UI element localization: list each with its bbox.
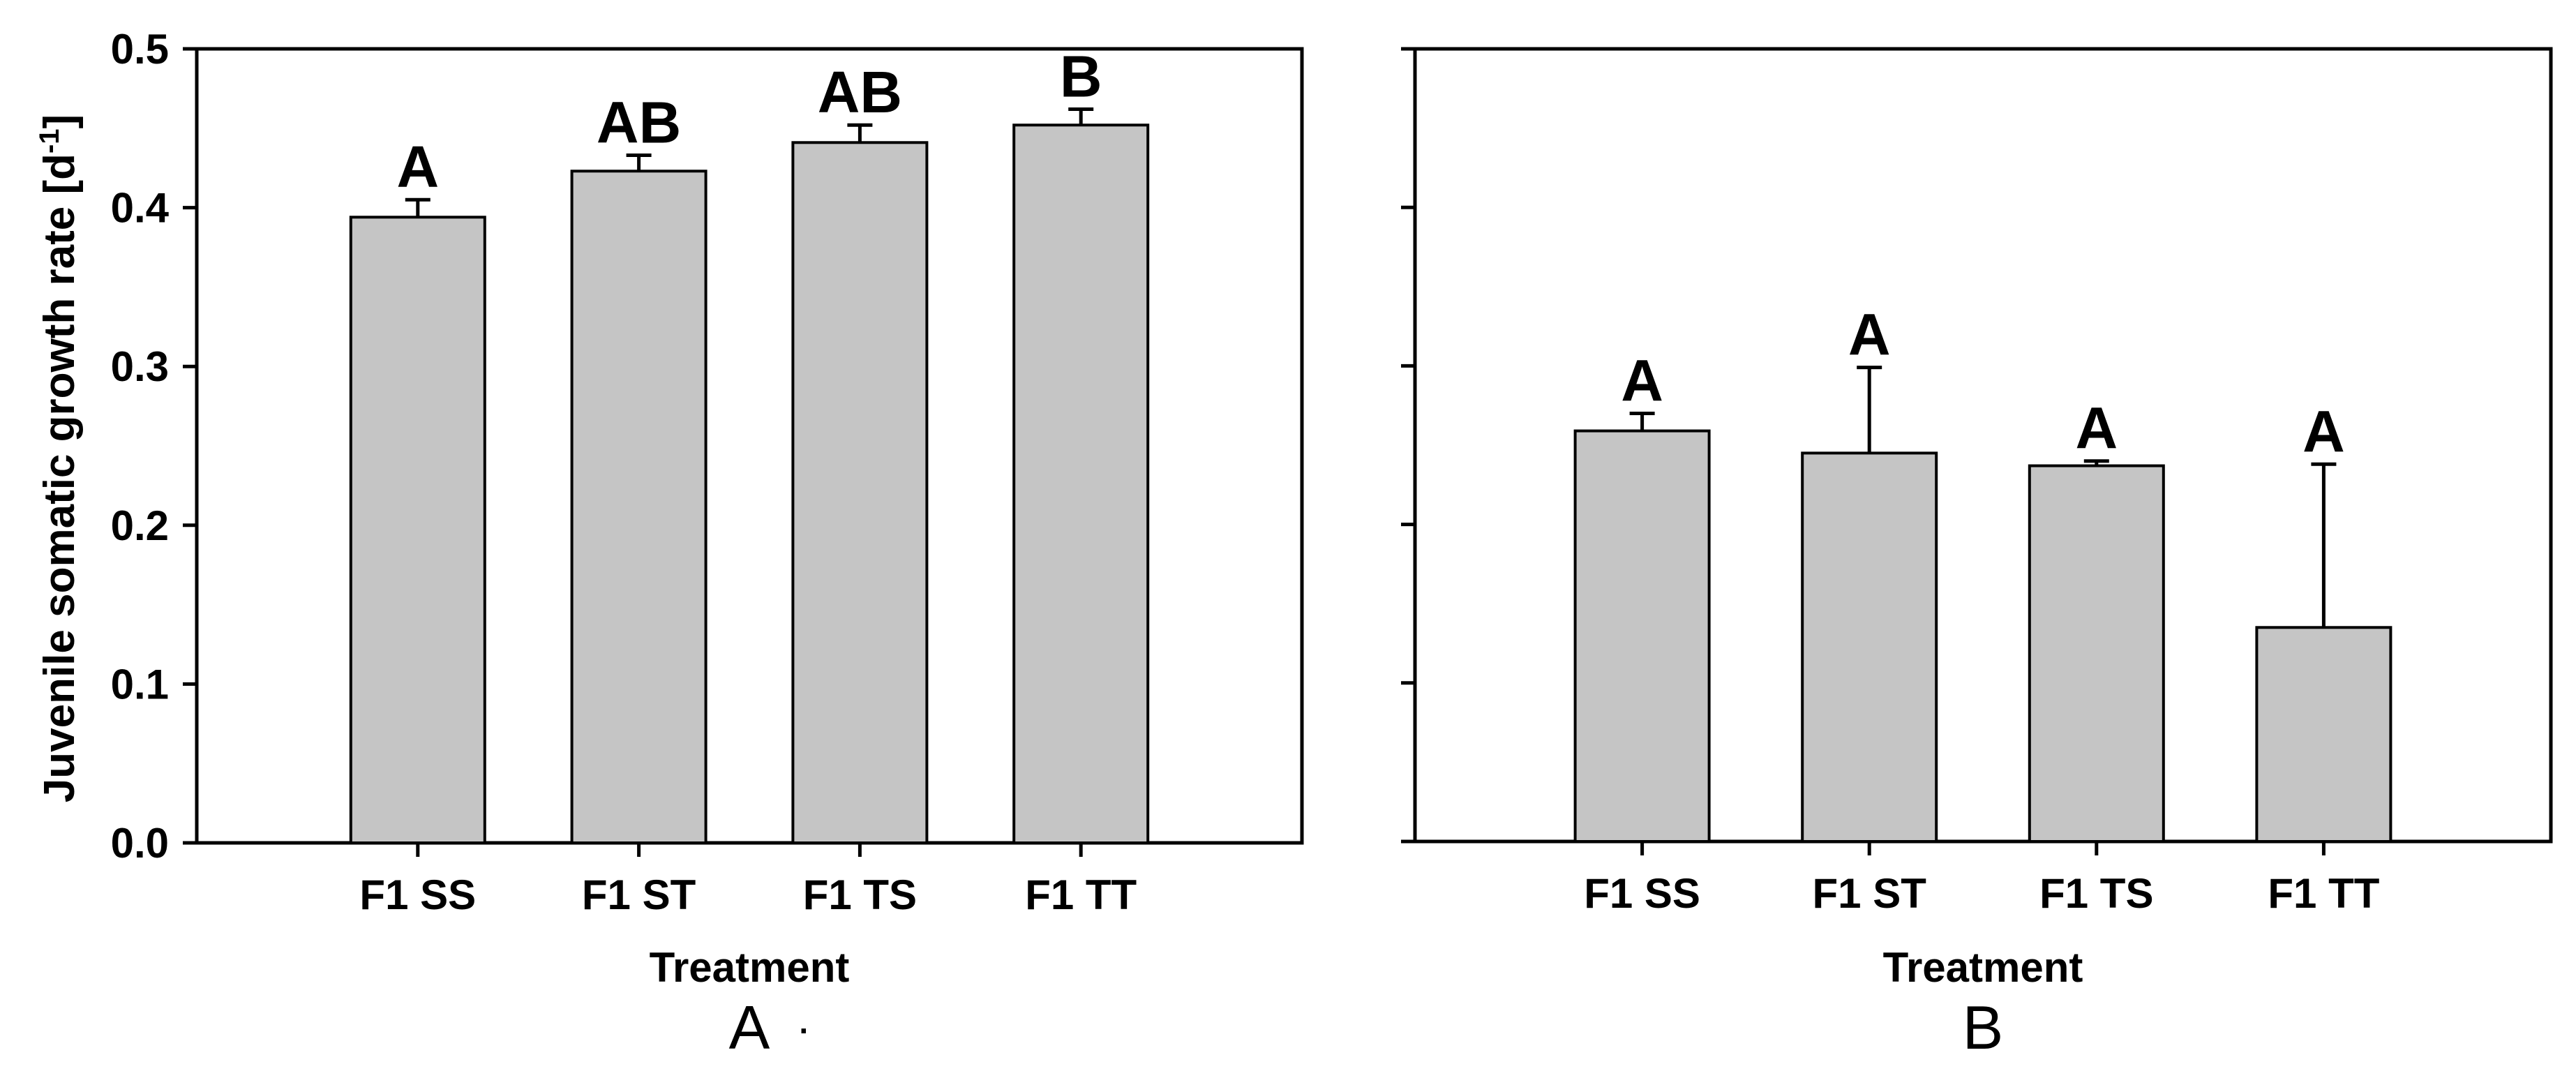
panel-b-chart: A F1 SS A F1 ST A F1 TS A F1 TT (1401, 47, 2553, 917)
panel-a-chart: 0.0 0.1 0.2 0.3 0.4 0.5 A F1 SS AB F1 ST AB F1 TS B F… (111, 26, 1304, 918)
x-tick-label: F1 TS (803, 871, 917, 918)
x-tick-label: F1 ST (1813, 870, 1926, 917)
significance-letter: B (1060, 43, 1102, 109)
panel-b-label: B (1962, 993, 2004, 1062)
bar (570, 170, 707, 844)
y-tick-label: 0.1 (111, 661, 169, 708)
panel-b-x-axis-title: Treatment (1882, 944, 2083, 991)
significance-letter: A (2075, 396, 2118, 461)
panel-a-label: A · (197, 992, 1302, 1063)
significance-letter: A (396, 134, 439, 200)
y-tick-label: 0.4 (111, 185, 170, 232)
x-tick-label: F1 SS (1584, 870, 1700, 917)
significance-letter: AB (818, 59, 902, 125)
plot-frame (195, 47, 1304, 845)
y-axis-title: Juvenile somatic growth rate [d-1] (34, 75, 89, 842)
significance-letter: A (1621, 348, 1663, 414)
y-tick-label: 0.3 (111, 343, 169, 390)
y-tick-label: 0.0 (111, 820, 169, 867)
panel-a-x-axis-title: Treatment (649, 944, 850, 991)
x-tick-label: F1 ST (582, 871, 696, 918)
significance-letter: AB (597, 89, 681, 155)
bar (1012, 123, 1150, 844)
plot-frame (1413, 47, 2553, 844)
y-axis-title-superscript: -1 (34, 128, 65, 154)
bar (1801, 451, 1938, 843)
x-tick-label: F1 SS (359, 871, 476, 918)
x-tick-label: F1 TS (2039, 870, 2153, 917)
bar (349, 216, 486, 845)
y-axis-title-text: Juvenile somatic growth rate [d (36, 154, 84, 803)
significance-letter: A (1848, 302, 1891, 368)
y-axis-title-bracket: ] (36, 114, 84, 129)
bar (791, 141, 929, 844)
panel-a-letter: A (728, 993, 770, 1062)
stray-dot-mark: · (799, 1012, 810, 1049)
bar (1573, 429, 1711, 843)
significance-letter: A (2302, 398, 2345, 464)
y-tick-label: 0.5 (111, 26, 169, 73)
y-tick-label: 0.2 (111, 502, 169, 549)
x-tick-label: F1 TT (1025, 871, 1137, 918)
x-tick-label: F1 TT (2268, 870, 2379, 917)
bar (2255, 626, 2392, 844)
bar (2028, 464, 2165, 843)
